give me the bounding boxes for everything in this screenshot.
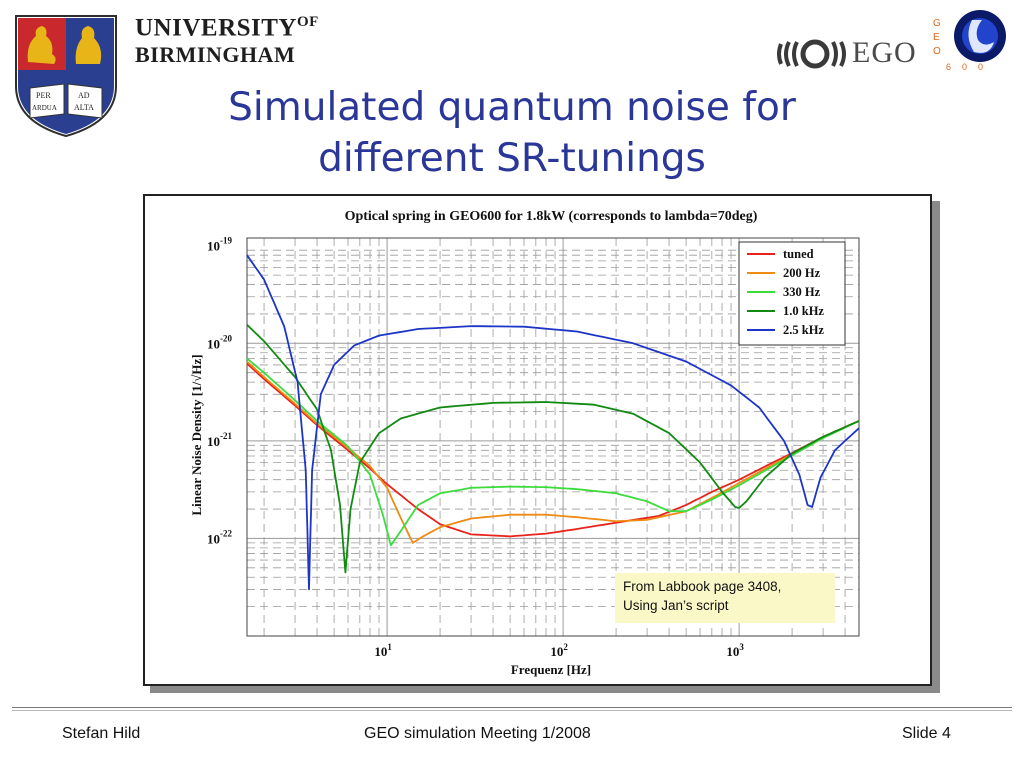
crest-motto-ad: AD xyxy=(78,91,90,100)
note-line1: From Labbook page 3408, xyxy=(623,579,782,594)
geo-number-6: 6 xyxy=(946,62,951,72)
y-tick-label: 10-22 xyxy=(207,528,232,546)
series-line-330-hz xyxy=(246,357,860,547)
legend-label: 330 Hz xyxy=(783,285,821,299)
ego-logo-icon xyxy=(777,39,846,69)
slide-title: Simulated quantum noise for different SR… xyxy=(150,82,874,184)
footer-author: Stefan Hild xyxy=(62,725,141,742)
y-tick-exponent: -20 xyxy=(220,333,232,343)
chart-legend: tuned 200 Hz 330 Hz 1.0 kHz 2.5 kHz xyxy=(738,241,846,346)
geo-letter-e: E xyxy=(933,32,940,43)
legend-box xyxy=(738,241,846,346)
x-tick-label: 103 xyxy=(726,642,744,659)
legend-label: tuned xyxy=(783,247,814,261)
geo-number-0b: 0 xyxy=(978,62,983,72)
y-tick-exponent: -22 xyxy=(220,528,232,538)
note-line2: Using Jan’s script xyxy=(623,598,729,613)
crest-motto-alta: ALTA xyxy=(74,103,94,112)
y-tick-exponent: -19 xyxy=(220,236,232,246)
legend-label: 2.5 kHz xyxy=(783,323,824,337)
x-tick-exponent: 1 xyxy=(387,642,392,652)
plot-border xyxy=(246,237,860,637)
university-crest-logo: PER AD ARDUA ALTA xyxy=(15,15,117,138)
chart-title: Optical spring in GEO600 for 1.8kW (corr… xyxy=(345,209,758,224)
footer-meeting: GEO simulation Meeting 1/2008 xyxy=(364,725,591,742)
geo-letter-g: G xyxy=(933,18,941,29)
slide-title-line1: Simulated quantum noise for xyxy=(228,85,796,130)
series-line-tuned xyxy=(246,362,860,538)
chart-series xyxy=(246,254,860,591)
y-tick-label: 10-21 xyxy=(207,431,232,449)
ego-logo-text: EGO xyxy=(852,36,917,69)
series-line-2-5-khz xyxy=(246,254,860,591)
chart-axes: 101 102 103 10-19 10-20 10-21 10-22 xyxy=(207,236,860,659)
geo600-logo: G E O 6 0 0 xyxy=(933,10,1006,72)
y-tick-exponent: -21 xyxy=(220,431,232,441)
x-tick-exponent: 2 xyxy=(563,642,568,652)
university-name-line2: BIRMINGHAM xyxy=(135,42,296,67)
geo-letter-o: O xyxy=(933,46,941,57)
x-axis-label: Frequenz [Hz] xyxy=(511,662,591,677)
university-name-of: OF xyxy=(296,14,319,30)
y-tick-label: 10-20 xyxy=(207,333,232,351)
crest-motto-per: PER xyxy=(36,91,51,100)
y-tick-label: 10-19 xyxy=(207,236,232,254)
legend-label: 1.0 kHz xyxy=(783,304,824,318)
x-tick-label: 102 xyxy=(550,642,568,659)
x-tick-exponent: 3 xyxy=(739,642,744,652)
geo-number-0a: 0 xyxy=(962,62,967,72)
crest-motto-ardua: ARDUA xyxy=(32,104,57,112)
slide-title-line2: different SR-tunings xyxy=(318,136,706,181)
legend-label: 200 Hz xyxy=(783,266,821,280)
x-tick-label: 101 xyxy=(374,642,392,659)
university-name-line1: UNIVERSITYOF xyxy=(135,14,319,42)
y-axis-label: Linear Noise Density [1/√Hz] xyxy=(189,354,204,515)
series-line-1-0-khz xyxy=(246,324,860,574)
footer-slide-number: Slide 4 xyxy=(902,725,951,742)
footer-divider xyxy=(12,707,1012,708)
noise-chart: Optical spring in GEO600 for 1.8kW (corr… xyxy=(189,209,860,677)
series-line-200-hz xyxy=(246,360,860,544)
labbook-note: From Labbook page 3408, Using Jan’s scri… xyxy=(615,573,835,623)
